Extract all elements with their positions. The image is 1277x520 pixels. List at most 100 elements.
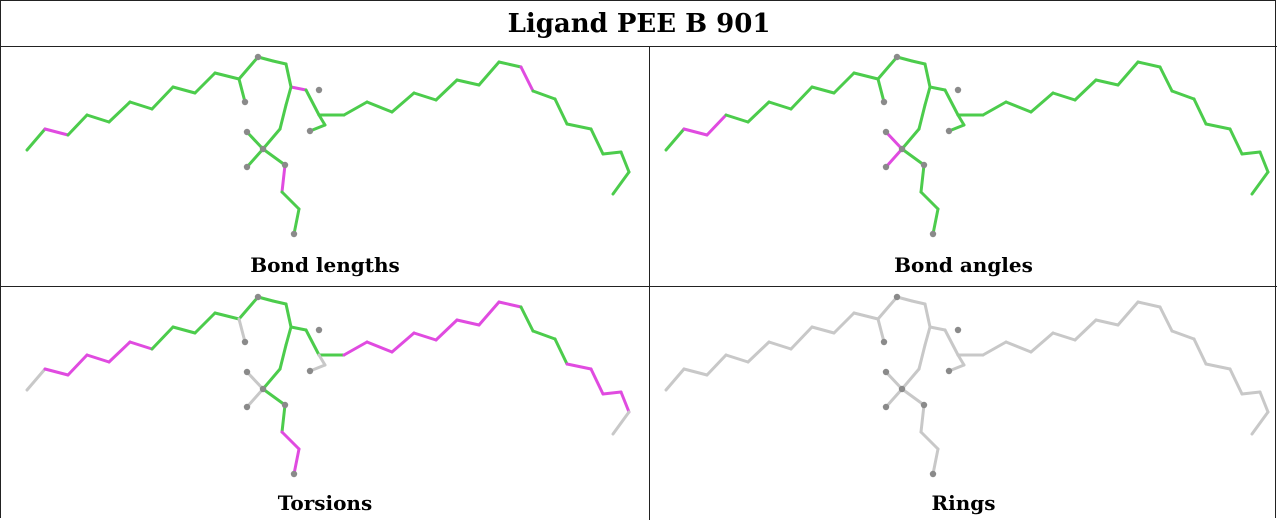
bond-G-0: [245, 147, 265, 169]
bond-B-3: [289, 325, 308, 332]
bond-B-17: [1204, 362, 1232, 371]
bond-B-1: [271, 299, 288, 306]
column-divider: [649, 47, 650, 520]
bond-B-21: [611, 410, 631, 436]
bond-D-0: [923, 325, 932, 347]
atom-marker: [243, 403, 251, 411]
bond-D-2: [261, 367, 282, 391]
bond-B-2: [284, 62, 293, 89]
atom-marker: [315, 326, 323, 334]
bond-B-14: [519, 305, 535, 333]
bond-B-6: [342, 340, 369, 357]
bond-B-19: [601, 150, 623, 156]
bond-B-20: [1258, 150, 1270, 174]
bond-A-2: [705, 353, 728, 377]
bond-E-0: [317, 113, 327, 127]
bond-A-6: [150, 325, 175, 351]
caption-rings: Rings: [931, 491, 996, 515]
bond-B-8: [390, 91, 416, 114]
bond-B-4: [304, 328, 321, 357]
bond-B-15: [531, 329, 557, 341]
molecule-torsions: [25, 293, 631, 478]
bond-B-15: [1170, 329, 1196, 341]
bond-A-3: [85, 113, 111, 124]
bond-D-0: [923, 85, 932, 107]
atom-marker: [920, 161, 928, 169]
bond-B-7: [1004, 100, 1033, 114]
atom-marker: [254, 53, 262, 61]
bond-A-7: [810, 325, 836, 335]
bond-H-3: [292, 447, 301, 476]
bond-B-17: [565, 122, 593, 131]
bond-B-10: [1073, 318, 1098, 342]
bond-D-1: [917, 103, 927, 131]
bond-B-19: [1240, 390, 1262, 396]
bond-B-14: [1158, 65, 1174, 93]
bond-C-0: [876, 317, 886, 344]
bond-F-0: [884, 130, 904, 151]
atom-marker: [243, 128, 251, 136]
bond-A-8: [193, 311, 217, 335]
caption-bond-lengths: Bond lengths: [250, 253, 400, 277]
atom-marker: [929, 470, 937, 478]
bond-A-8: [193, 71, 217, 95]
atom-marker: [920, 401, 928, 409]
atom-marker: [243, 163, 251, 171]
bond-E-0: [956, 113, 966, 127]
bond-A-3: [724, 113, 750, 124]
bond-B-21: [611, 170, 631, 196]
bond-B-4: [304, 88, 321, 117]
bond-A-1: [43, 127, 70, 137]
atom-marker: [882, 403, 890, 411]
bond-A-0: [25, 127, 47, 152]
bond-B-12: [477, 300, 501, 327]
bond-B-1: [910, 299, 927, 306]
bond-B-6: [981, 100, 1008, 117]
bond-B-4: [943, 88, 960, 117]
panel-rings: Rings: [650, 287, 1277, 520]
bond-H-3: [292, 207, 301, 236]
bond-H-1: [919, 163, 926, 194]
bond-B-3: [928, 85, 947, 92]
atom-marker: [259, 145, 267, 153]
bond-F-0: [884, 370, 904, 391]
bond-G-0: [884, 147, 904, 169]
bond-B-10: [434, 78, 459, 102]
bond-A-1: [43, 367, 70, 377]
bond-B-16: [553, 337, 569, 366]
bond-B-2: [923, 302, 932, 329]
bond-B-12: [477, 60, 501, 87]
bond-B-13: [497, 300, 523, 309]
bond-H-0: [900, 387, 926, 407]
bond-C-0: [237, 317, 247, 344]
atom-marker: [880, 338, 888, 346]
bond-A-2: [66, 113, 89, 137]
bond-A-0: [664, 367, 686, 392]
bond-B-9: [1051, 91, 1077, 102]
panel-bond-lengths: Bond lengths: [1, 47, 649, 286]
bond-B-16: [1192, 97, 1208, 126]
bond-G-0: [245, 387, 265, 409]
bond-H-1: [280, 403, 287, 434]
atom-marker: [290, 230, 298, 238]
bond-A-6: [150, 85, 175, 111]
bond-B-14: [519, 65, 535, 93]
bond-B-19: [601, 390, 623, 396]
bond-H-2: [280, 430, 301, 451]
bond-B-8: [1029, 91, 1055, 114]
atom-marker: [929, 230, 937, 238]
bond-B-16: [1192, 337, 1208, 366]
atom-marker: [954, 86, 962, 94]
bond-D-1: [278, 343, 288, 371]
bond-D-1: [278, 103, 288, 131]
bond-A-10: [876, 295, 899, 321]
atom-marker: [893, 293, 901, 301]
atom-marker: [306, 127, 314, 135]
bond-B-9: [412, 331, 438, 342]
bond-B-13: [497, 60, 523, 69]
bond-B-7: [1004, 340, 1033, 354]
bond-D-0: [284, 85, 293, 107]
bond-A-4: [107, 100, 132, 124]
bond-H-0: [261, 147, 287, 167]
bond-B-12: [1116, 300, 1140, 327]
